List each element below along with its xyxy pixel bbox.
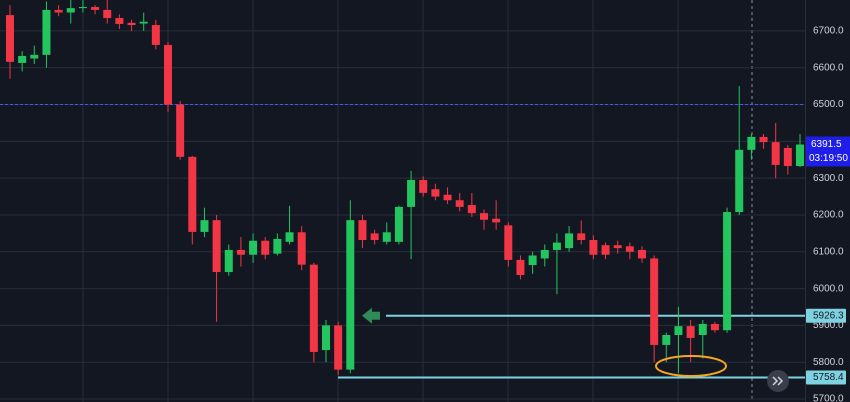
candle-body [273,238,282,254]
candle-body [552,242,561,250]
candle-body [492,218,501,223]
y-tick-label: 6600.0 [813,62,844,73]
candle-body [723,212,732,331]
candle-body [334,325,343,370]
candle-body [589,240,598,255]
candle-body [176,104,185,157]
candle-body [467,205,476,214]
candle-body [212,220,221,273]
candle-body [735,149,744,213]
candle-body [127,22,136,26]
last-price-box [806,136,850,167]
candle-body [200,220,209,232]
candle-body [103,9,112,19]
last-time: 03:19:50 [809,153,848,164]
candle-body [407,180,416,207]
y-tick-label: 6500.0 [813,99,844,110]
candle-body [91,6,100,10]
candle-body [674,326,683,335]
candle-body [771,142,780,165]
candle-body [480,213,488,220]
candle-body [662,335,671,345]
candle-body [698,323,707,335]
candle-body [455,200,464,207]
candle-body [625,246,634,252]
y-tick-label: 5700.0 [813,394,844,402]
candle-body [115,18,124,24]
candle-body [419,180,428,193]
candle-body [601,245,610,255]
candle-body [382,232,391,242]
price-label-box [806,308,846,323]
y-tick-label: 6100.0 [813,246,844,257]
candle-body [236,249,245,255]
candle-body [54,9,63,13]
candle-body [443,194,452,201]
candle-body [638,249,646,259]
candle-body [370,233,379,241]
price-label: 5758.4 [813,372,844,383]
candle-body [285,232,294,242]
y-tick-label: 5900.0 [813,320,844,331]
candle-body [783,147,792,167]
candle-body [358,220,367,241]
price-label-box [806,370,846,385]
candle-body [309,264,318,352]
candle-body [6,15,14,62]
candle-body [18,55,27,63]
y-tick-label: 6000.0 [813,283,844,294]
candle-body [650,258,659,345]
candle-body [78,6,87,9]
candle-body [151,25,160,45]
candle-body [796,144,804,167]
candle-body [565,233,574,249]
candle-body [710,323,719,331]
candle-body [516,259,525,275]
candle-body [686,326,695,338]
y-tick-label: 6200.0 [813,210,844,221]
candle-body [164,44,172,105]
candle-body [346,220,355,370]
y-tick-label: 6700.0 [813,26,844,37]
candle-body [297,232,306,265]
candle-body [66,8,75,13]
candle-body [42,9,51,55]
arrow-annotation [362,307,380,324]
y-tick-label: 6300.0 [813,173,844,184]
candle-body [249,240,258,255]
candle-body [747,136,756,150]
candle-body [188,156,197,232]
scroll-icon [772,376,784,386]
candle-body [139,21,148,24]
y-tick-label: 5800.0 [813,357,844,368]
candle-body [504,225,513,260]
candle-body [528,255,537,266]
candle-body [322,325,330,351]
candle-body [540,249,549,259]
candle-body [613,245,622,249]
candle-body [577,233,586,241]
candle-body [30,54,39,59]
candle-body [431,189,440,197]
ellipse-annotation [655,355,727,377]
price-label: 5926.3 [813,310,844,321]
candle-body [759,136,768,143]
candle-body [261,240,270,255]
candle-body [394,206,403,242]
last-price: 6391.5 [811,139,842,150]
candle-body [224,249,233,273]
